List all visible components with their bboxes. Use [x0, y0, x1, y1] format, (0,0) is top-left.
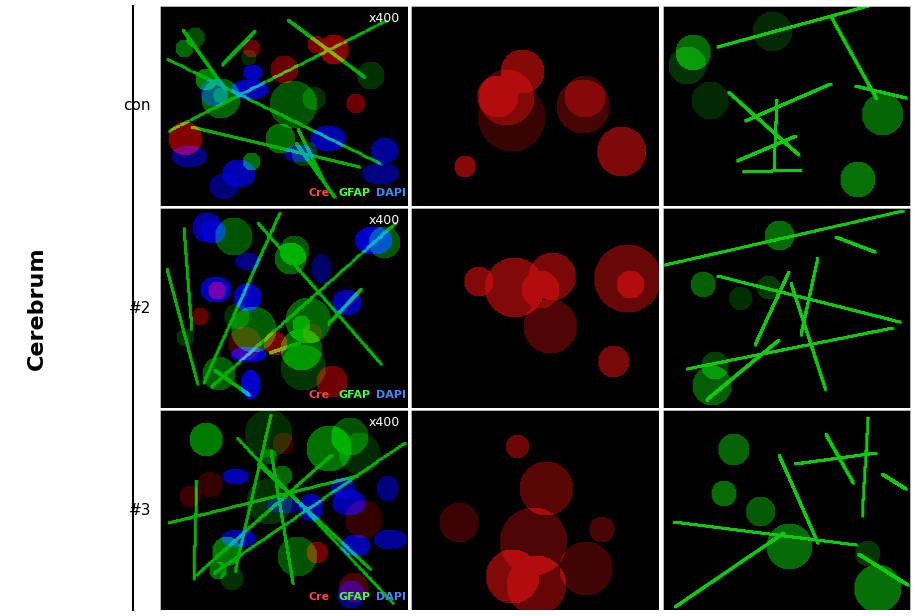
Text: Cre: Cre [308, 188, 329, 198]
Text: Cerebrum: Cerebrum [27, 246, 47, 370]
Text: GFAP: GFAP [339, 188, 371, 198]
Text: GFAP: GFAP [339, 390, 371, 400]
Text: DAPI: DAPI [375, 188, 405, 198]
Text: #3: #3 [128, 503, 151, 517]
Text: #2: #2 [129, 301, 151, 315]
Text: x400: x400 [369, 12, 401, 25]
Text: DAPI: DAPI [375, 390, 405, 400]
Text: GFAP: GFAP [339, 592, 371, 602]
Text: DAPI: DAPI [375, 592, 405, 602]
Text: x400: x400 [369, 416, 401, 429]
Text: con: con [124, 99, 151, 113]
Text: Cre: Cre [308, 390, 329, 400]
Text: Cre: Cre [308, 592, 329, 602]
Text: x400: x400 [369, 214, 401, 227]
